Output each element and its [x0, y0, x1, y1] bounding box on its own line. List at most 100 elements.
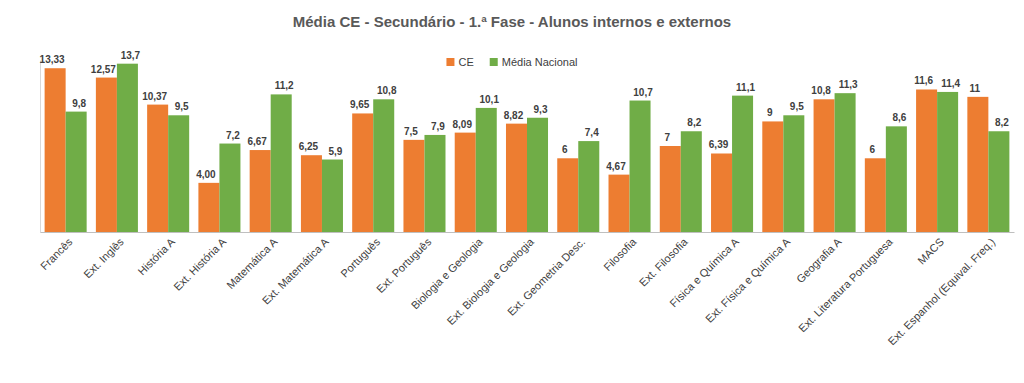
- x-axis-line: [41, 232, 1015, 233]
- data-label: 9,5: [175, 101, 189, 112]
- bar: [168, 115, 189, 232]
- data-label: 10,8: [811, 85, 831, 96]
- data-label: 9: [767, 107, 773, 118]
- data-label: 13,33: [40, 54, 65, 65]
- bar: [403, 140, 424, 232]
- legend: CE Média Nacional: [446, 56, 577, 68]
- data-label: 8,82: [504, 110, 524, 121]
- bar: [527, 118, 548, 232]
- data-label: 8,6: [892, 112, 906, 123]
- legend-swatch: [490, 58, 498, 66]
- x-tick: Ext. Física e Química A: [703, 232, 793, 325]
- x-tick-label: Filosofia: [601, 235, 639, 273]
- x-tick: Português: [338, 232, 382, 280]
- x-tick-label: Ext. Biologia e Geologia: [444, 235, 536, 327]
- x-tick: História A: [135, 232, 177, 277]
- x-tick-label: Ext. Filosofia: [637, 235, 691, 289]
- bar: [373, 99, 394, 232]
- data-label: 13,7: [121, 50, 141, 61]
- bar: [271, 94, 292, 232]
- bar: [762, 121, 783, 232]
- bar: [630, 101, 651, 232]
- bar: [711, 153, 732, 232]
- bar: [835, 93, 856, 232]
- data-label: 10,37: [142, 91, 167, 102]
- data-label: 8,2: [995, 117, 1009, 128]
- x-tick-label: Ext. Geometria Desc.: [505, 236, 587, 318]
- bar: [301, 155, 322, 232]
- x-tick: Ext. Filosofia: [637, 232, 691, 289]
- data-label: 10,1: [480, 94, 500, 105]
- data-label: 6,25: [299, 141, 319, 152]
- bar: [219, 144, 240, 232]
- x-tick: Filosofia: [601, 232, 639, 273]
- x-tick: Ext. Geometria Desc.: [505, 232, 587, 318]
- x-axis: FrancêsExt. InglêsHistória AExt. Históri…: [38, 232, 1014, 347]
- y-axis: [40, 61, 41, 233]
- x-tick: Ext. História A: [171, 232, 229, 293]
- bar: [967, 97, 988, 232]
- data-label: 9,3: [534, 104, 548, 115]
- x-tick-label: Ext. História A: [171, 235, 229, 293]
- bar: [506, 124, 527, 232]
- x-tick: Ext. Literatura Portuguesa: [796, 232, 895, 334]
- data-label: 4,67: [606, 161, 626, 172]
- bar: [117, 64, 138, 232]
- bar: [66, 112, 87, 232]
- legend-item: CE: [446, 56, 473, 68]
- x-tick-label: Matemática A: [224, 235, 280, 291]
- x-tick-label: Ext. Matemática A: [260, 235, 332, 307]
- data-label: 11: [970, 83, 981, 94]
- x-tick-label: Português: [338, 235, 382, 279]
- data-label: 10,8: [377, 85, 397, 96]
- x-tick-label: Francês: [38, 235, 75, 272]
- legend-item: Média Nacional: [490, 56, 578, 68]
- x-tick: MACS: [915, 232, 946, 267]
- data-label: 11,3: [839, 79, 858, 90]
- x-tick-label: Geografia A: [794, 235, 844, 285]
- data-label: 9,8: [72, 98, 86, 109]
- bar: [424, 135, 445, 232]
- bar: [865, 158, 886, 232]
- bar: [45, 68, 66, 232]
- bar: [250, 150, 271, 232]
- x-tick-label: História A: [135, 235, 177, 277]
- bar: [96, 78, 117, 232]
- data-label: 6: [870, 144, 876, 155]
- x-tick-label: Ext. Literatura Portuguesa: [796, 235, 895, 334]
- data-label: 9,65: [350, 99, 370, 110]
- x-tick: Geografia A: [794, 232, 844, 285]
- title: Média CE - Secundário - 1.ª Fase - Aluno…: [293, 13, 731, 30]
- data-label: 7: [664, 132, 670, 143]
- data-label: 11,2: [275, 80, 294, 91]
- data-label: 11,4: [941, 78, 960, 89]
- bar: [783, 115, 804, 232]
- data-label: 10,7: [633, 87, 653, 98]
- bar: [455, 133, 476, 232]
- x-tick-label: Ext. Física e Química A: [703, 235, 793, 325]
- bar: [322, 160, 343, 232]
- bar: [937, 92, 958, 232]
- bar: [198, 183, 219, 232]
- x-tick: Ext. Biologia e Geologia: [444, 232, 536, 327]
- x-tick: Matemática A: [224, 232, 280, 291]
- bar: [557, 158, 578, 232]
- data-label: 4,00: [196, 169, 216, 180]
- bar: [578, 141, 599, 232]
- data-label: 5,9: [329, 146, 343, 157]
- data-label: 6,39: [709, 139, 729, 150]
- x-tick: Ext. Espanhol (Equival. Freq.): [886, 232, 998, 347]
- x-tick-label: MACS: [915, 236, 946, 267]
- bar: [476, 108, 497, 232]
- x-tick-label: Ext. Inglês: [81, 235, 126, 280]
- bars: [45, 64, 1010, 232]
- data-label: 7,2: [226, 130, 240, 141]
- legend-swatch: [446, 58, 454, 66]
- data-label: 11,1: [736, 82, 755, 93]
- chart: Média CE - Secundário - 1.ª Fase - Aluno…: [0, 0, 1024, 383]
- bar: [681, 131, 702, 232]
- data-label: 7,5: [404, 126, 418, 137]
- x-tick: Ext. Matemática A: [260, 232, 332, 307]
- data-label: 11,6: [914, 75, 933, 86]
- bar: [352, 113, 373, 232]
